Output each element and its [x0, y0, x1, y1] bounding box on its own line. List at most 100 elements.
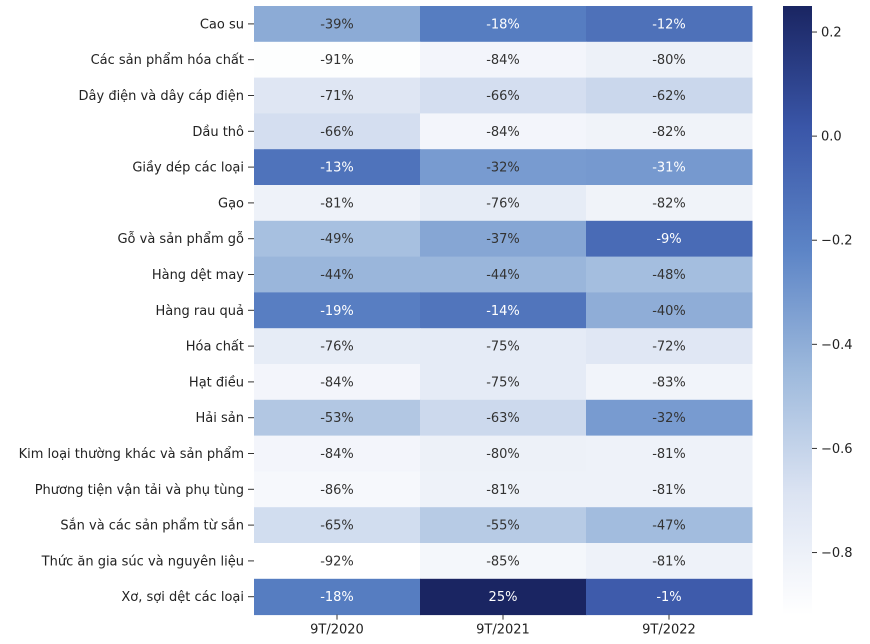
colorbar-tick-label: −0.6 — [821, 442, 853, 457]
heatmap-cell — [420, 364, 587, 401]
colorbar — [783, 6, 812, 615]
heatmap-cell — [254, 149, 421, 186]
heatmap-cell — [420, 543, 587, 580]
cell-annotation: -81% — [652, 483, 686, 498]
heatmap-cell — [586, 364, 753, 401]
heatmap-cell — [586, 113, 753, 150]
heatmap-cell — [420, 399, 587, 437]
heatmap-cell — [420, 113, 587, 150]
cell-annotation: -81% — [652, 554, 686, 569]
cell-annotation: -76% — [486, 196, 520, 211]
heatmap-cell — [254, 507, 421, 544]
row-label: Dây điện và dây cáp điện — [79, 89, 244, 104]
row-label: Dầu thô — [192, 125, 244, 140]
cell-annotation: -18% — [486, 17, 520, 32]
row-label: Hàng rau quả — [155, 304, 244, 319]
heatmap-cell — [254, 220, 421, 258]
heatmap-cell — [586, 41, 753, 79]
heatmap-cell — [254, 578, 421, 616]
column-labels: 9T/2020 9T/2021 9T/2022 — [310, 614, 696, 638]
cell-annotation: -71% — [320, 89, 354, 104]
heatmap-cell — [254, 471, 421, 508]
colorbar-tick-label: −0.2 — [821, 234, 853, 249]
heatmap-cell — [586, 256, 753, 293]
cell-annotation: -81% — [320, 196, 354, 211]
cell-annotation: -55% — [486, 519, 520, 534]
row-label: Gỗ và sản phẩm gỗ — [117, 232, 244, 247]
colorbar-tick-label: −0.8 — [821, 546, 853, 561]
heatmap-cell — [254, 435, 421, 472]
heatmap-cell — [586, 543, 753, 580]
cell-annotation: -63% — [486, 411, 520, 426]
cell-annotation: -84% — [320, 375, 354, 390]
heatmap-cell — [254, 185, 421, 222]
colorbar-ticks: 0.2 0.0 −0.2 −0.4 −0.6 −0.8 — [812, 26, 853, 561]
row-label: Cao su — [200, 17, 244, 32]
cell-annotation: -32% — [486, 161, 520, 176]
row-label: Hải sản — [196, 411, 244, 426]
column-label: 9T/2020 — [310, 623, 364, 638]
heatmap-cell — [420, 471, 587, 508]
row-label: Các sản phẩm hóa chất — [91, 53, 244, 68]
heatmap-cell — [586, 6, 753, 43]
heatmap-cell — [254, 256, 421, 293]
cell-annotation: -1% — [656, 590, 681, 605]
cell-annotation: -81% — [486, 483, 520, 498]
cell-annotation: -85% — [486, 554, 520, 569]
row-label: Gạo — [218, 196, 244, 211]
cell-annotation: -82% — [652, 125, 686, 140]
cell-annotation: -91% — [320, 53, 354, 68]
heatmap-cell — [420, 6, 587, 43]
cell-annotation: -92% — [320, 554, 354, 569]
cell-annotation: -72% — [652, 340, 686, 355]
cell-annotation: -13% — [320, 161, 354, 176]
cell-annotation: -80% — [486, 447, 520, 462]
row-label: Hạt điều — [189, 375, 244, 390]
colorbar-tick-label: 0.0 — [821, 130, 842, 145]
cell-annotation: -66% — [320, 125, 354, 140]
heatmap-cell — [420, 256, 587, 293]
cell-annotation: -12% — [652, 17, 686, 32]
row-label: Thức ăn gia súc và nguyên liệu — [41, 554, 244, 569]
heatmap-cell — [586, 578, 753, 616]
cell-annotation: -39% — [320, 17, 354, 32]
cell-annotation: -44% — [320, 268, 354, 283]
cell-annotation: -80% — [652, 53, 686, 68]
heatmap-cell — [586, 185, 753, 222]
cell-annotation: -18% — [320, 590, 354, 605]
cell-annotation: -84% — [320, 447, 354, 462]
row-label: Hàng dệt may — [152, 268, 244, 283]
heatmap-cell — [586, 399, 753, 437]
cell-annotation: -82% — [652, 196, 686, 211]
heatmap-cell — [420, 149, 587, 186]
heatmap-cell — [254, 364, 421, 401]
row-label: Xơ, sợi dệt các loại — [121, 590, 244, 605]
row-label: Phương tiện vận tải và phụ tùng — [35, 483, 244, 498]
cell-annotation: -49% — [320, 232, 354, 247]
cell-annotation: -44% — [486, 268, 520, 283]
heatmap-cells: -39% -18% -12% -91% -84% -80% -71% -66% -62% -66%… — [254, 6, 753, 616]
heatmap-cell — [586, 328, 753, 365]
cell-annotation: -81% — [652, 447, 686, 462]
colorbar-tick-label: 0.2 — [821, 26, 842, 41]
heatmap-cell — [586, 149, 753, 186]
cell-annotation: -84% — [486, 125, 520, 140]
cell-annotation: -86% — [320, 483, 354, 498]
cell-annotation: -65% — [320, 519, 354, 534]
row-label: Kim loại thường khác và sản phẩm — [19, 447, 244, 462]
row-label: Sắn và các sản phẩm từ sắn — [60, 519, 244, 534]
row-labels: Cao su Các sản phẩm hóa chất Dây điện và d… — [19, 17, 254, 605]
heatmap-cell — [586, 292, 753, 329]
cell-annotation: -32% — [652, 411, 686, 426]
heatmap-cell — [420, 328, 587, 365]
heatmap-cell — [254, 399, 421, 437]
heatmap-cell — [586, 77, 753, 114]
heatmap-cell — [586, 435, 753, 472]
row-label: Giầy dép các loại — [132, 161, 244, 176]
heatmap-cell — [420, 578, 587, 616]
heatmap-cell — [586, 471, 753, 508]
cell-annotation: -84% — [486, 53, 520, 68]
heatmap-cell — [420, 185, 587, 222]
heatmap-cell — [254, 292, 421, 329]
heatmap-cell — [254, 543, 421, 580]
